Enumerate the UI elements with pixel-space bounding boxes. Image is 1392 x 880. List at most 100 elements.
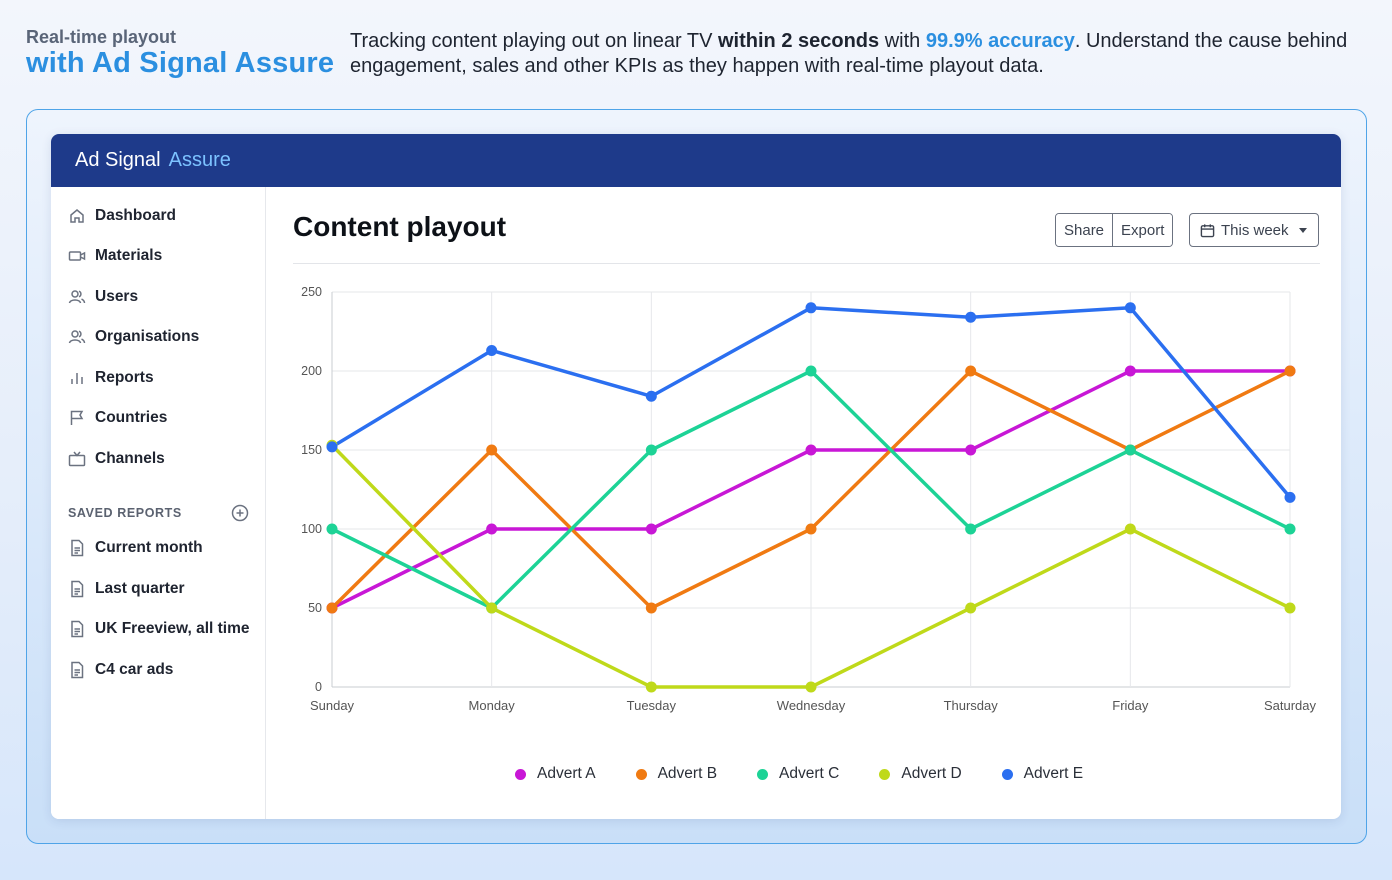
saved-reports-heading: SAVED REPORTS (68, 506, 182, 520)
saved-report-current-month[interactable]: Current month (68, 537, 203, 559)
calendar-icon (1200, 223, 1215, 237)
top-nav-bar: Ad Signal Assure (51, 134, 1341, 187)
hero-desc-text-2: with (879, 30, 926, 52)
y-tick-label: 250 (301, 287, 322, 299)
legend-item-advert-b[interactable]: Advert B (635, 765, 718, 783)
data-point-advert-e (326, 441, 338, 453)
data-point-advert-c (1284, 523, 1296, 535)
data-point-advert-e (1124, 302, 1136, 314)
data-point-advert-e (645, 390, 657, 402)
y-tick-label: 0 (315, 680, 322, 694)
chart-legend: Advert A Advert B Advert C Advert D Advert E (515, 765, 1123, 783)
x-tick-label: Thursday (944, 698, 999, 713)
date-range-dropdown[interactable]: This week (1189, 213, 1319, 247)
data-point-advert-b (805, 523, 817, 535)
add-saved-report-button[interactable] (231, 504, 249, 522)
share-export-group: Share Export (1055, 213, 1174, 247)
file-icon (71, 539, 84, 557)
x-tick-label: Sunday (310, 698, 355, 713)
video-icon (68, 251, 86, 261)
sidebar-item-reports[interactable]: Reports (68, 367, 154, 389)
share-button[interactable]: Share (1056, 214, 1113, 246)
legend-swatch (879, 768, 891, 780)
legend-swatch (515, 768, 526, 780)
data-point-advert-c (965, 523, 977, 535)
legend-swatch (1001, 768, 1013, 780)
x-tick-label: Tuesday (627, 698, 677, 713)
sidebar-item-label: Materials (95, 247, 163, 264)
hero-description: Tracking content playing out on linear T… (350, 29, 1370, 79)
date-range-label: This week (1221, 221, 1289, 239)
x-tick-label: Friday (1112, 698, 1149, 713)
saved-report-label: C4 car ads (95, 661, 174, 678)
sidebar-item-label: Dashboard (95, 207, 176, 224)
saved-report-label: Current month (95, 539, 203, 556)
brand-product[interactable]: Assure (168, 149, 231, 171)
users-icon (68, 330, 86, 344)
legend-label: Advert E (1023, 765, 1084, 782)
bar-chart-icon (71, 373, 83, 384)
sidebar-item-label: Users (95, 288, 139, 305)
x-tick-label: Wednesday (777, 698, 846, 713)
data-point-advert-e (1284, 491, 1296, 503)
legend-item-advert-d[interactable]: Advert D (879, 765, 962, 783)
data-point-advert-c (645, 444, 657, 456)
chevron-down-icon (1298, 227, 1307, 233)
y-tick-label: 50 (308, 601, 322, 615)
data-point-advert-b (486, 444, 498, 456)
sidebar-item-organisations[interactable]: Organisations (68, 326, 199, 348)
data-point-advert-d (805, 681, 817, 693)
legend-label: Advert C (779, 765, 840, 782)
data-point-advert-d (1124, 523, 1136, 535)
data-point-advert-b (965, 365, 977, 377)
flag-icon (70, 410, 84, 425)
content-playout-chart: 0 50 100 150 200 250 Sunday Monday Tuesday Wednes… (301, 287, 1316, 713)
legend-label: Advert B (657, 765, 718, 782)
saved-report-c4-car-ads[interactable]: C4 car ads (68, 659, 173, 681)
data-point-advert-a (645, 523, 657, 535)
file-icon (71, 620, 84, 638)
users-icon (68, 290, 86, 304)
sidebar-item-users[interactable]: Users (68, 286, 138, 308)
header-divider (293, 263, 1320, 264)
main-content: Content playout Share Export This week 0… (293, 187, 1320, 819)
x-tick-label: Monday (469, 698, 516, 713)
y-tick-label: 200 (301, 364, 322, 378)
legend-item-advert-e[interactable]: Advert E (1001, 765, 1084, 783)
data-point-advert-d (645, 681, 657, 693)
data-point-advert-d (1284, 602, 1296, 614)
sidebar-item-label: Organisations (95, 328, 200, 345)
home-icon (70, 209, 84, 223)
data-point-advert-b (1284, 365, 1296, 377)
sidebar: Dashboard Materials Users Organisations … (51, 187, 266, 819)
data-point-advert-a (486, 523, 498, 535)
sidebar-item-channels[interactable]: Channels (68, 448, 165, 470)
hero-desc-text-1: Tracking content playing out on linear T… (350, 30, 718, 52)
saved-report-uk-freeview[interactable]: UK Freeview, all time (68, 618, 250, 640)
data-point-advert-e (486, 344, 498, 356)
data-point-advert-c (326, 523, 338, 535)
tv-icon (68, 451, 86, 467)
data-point-advert-c (805, 365, 817, 377)
y-tick-label: 150 (301, 443, 322, 457)
sidebar-item-countries[interactable]: Countries (68, 407, 167, 429)
data-point-advert-a (805, 444, 817, 456)
hero-desc-accent: 99.9% accuracy (925, 30, 1075, 52)
legend-item-advert-c[interactable]: Advert C (757, 765, 839, 783)
sidebar-item-label: Countries (95, 409, 168, 426)
sidebar-item-dashboard[interactable]: Dashboard (68, 205, 176, 227)
legend-swatch (757, 768, 769, 780)
data-point-advert-c (1124, 444, 1136, 456)
plus-circle-icon (231, 504, 249, 522)
page-title: Content playout (293, 211, 507, 242)
hero-tagline: Real-time playout (26, 27, 177, 47)
legend-swatch (635, 768, 647, 780)
data-point-advert-d (486, 602, 498, 614)
export-button[interactable]: Export (1112, 214, 1173, 246)
legend-item-advert-a[interactable]: Advert A (515, 765, 596, 783)
sidebar-item-materials[interactable]: Materials (68, 245, 162, 267)
file-icon (71, 580, 84, 598)
brand-name[interactable]: Ad Signal (75, 149, 161, 171)
saved-report-last-quarter[interactable]: Last quarter (68, 578, 185, 600)
data-point-advert-a (965, 444, 977, 456)
